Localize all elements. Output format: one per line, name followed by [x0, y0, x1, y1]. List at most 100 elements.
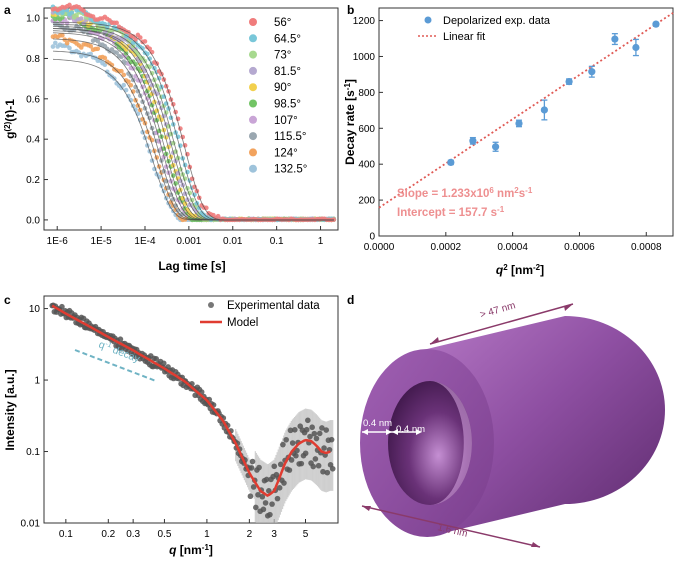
legend-label-data: Depolarized exp. data: [443, 15, 551, 27]
panel-c-data-point: [320, 468, 326, 475]
panel-a-data-point: [126, 79, 131, 84]
panel-b-legend: Depolarized exp. data Linear fit: [418, 15, 551, 43]
panel-b-data-point: [447, 158, 455, 166]
diameter-arrow: [361, 505, 541, 548]
panel-a-label: a: [4, 3, 11, 17]
panel-c-data-point: [283, 436, 289, 443]
panel-c-data-point: [311, 430, 318, 437]
panel-b-data-point: [469, 137, 477, 145]
panel-b-data-point: [540, 106, 548, 114]
panel-b: b 0.0000 0.0002 0.0004 0.0006 0.0008 0 200 400 6…: [343, 3, 674, 277]
panel-a-legend-marker: [249, 115, 257, 124]
panel-a-data-point: [53, 40, 58, 46]
panel-c-data-point: [286, 467, 293, 473]
panel-a-legend-marker: [249, 83, 257, 92]
panel-b-ytick-label: 400: [358, 160, 375, 171]
panel-c-data-point: [277, 461, 284, 468]
panel-a-data-point: [88, 43, 94, 49]
panel-c-xtick-label: 0.1: [59, 529, 73, 540]
panel-d: d > 47 nm: [347, 293, 665, 548]
panel-c-frame: [43, 295, 339, 524]
panel-a-ytick-label: 0.4: [26, 135, 40, 146]
length-arrow: [429, 303, 574, 345]
panel-c-data-point: [253, 504, 259, 511]
panel-a-xlabel: Lag time [s]: [158, 259, 225, 273]
panel-b-data-point: [565, 78, 573, 86]
panel-b-axes: 0.0000 0.0002 0.0004 0.0006 0.0008 0 200 400 600…: [353, 16, 662, 253]
panel-a-xtick-label: 1E-4: [134, 236, 156, 247]
panel-a-data-point: [182, 201, 188, 207]
panel-c-data-point: [269, 501, 275, 507]
panel-b-ytick-label: 1200: [353, 16, 376, 27]
panel-c-ytick-label: 0.01: [21, 519, 41, 530]
panel-a-legend-marker: [249, 34, 257, 43]
panel-a-ytick-label: 0.8: [26, 54, 40, 65]
panel-a-data-point: [119, 68, 124, 74]
panel-b-xtick-label: 0.0006: [564, 242, 595, 253]
panel-a-legend-marker: [249, 148, 257, 157]
panel-b-ytick-label: 200: [358, 196, 375, 207]
panel-c-data-point: [319, 425, 325, 431]
panel-b-data-point: [515, 119, 523, 128]
panel-a-fit-curve: [52, 58, 334, 221]
panel-a-data-point: [331, 217, 337, 222]
panel-c-data-point: [276, 485, 283, 491]
panel-c-xtick-label: 5: [303, 529, 309, 540]
panel-b-data-point: [491, 143, 500, 151]
panel-b-slope-annotation: Slope = 1.233x106 nm2s-1: [397, 186, 533, 200]
panel-a-legend-marker: [249, 66, 257, 75]
panel-c-data-point: [298, 460, 305, 467]
panel-a-data-point: [88, 51, 94, 57]
panel-b-ytick-label: 1000: [353, 52, 376, 63]
panel-c-data-point: [262, 500, 269, 506]
panel-a-data-point: [166, 144, 171, 150]
panel-a-legend-label: 107°: [274, 115, 298, 127]
panel-c-data-point: [302, 450, 309, 457]
panel-a: a 1E-6 1E-5 1E-4 0.001 0.01 0.1 1 0.0 0.2 0.4 0.6 0…: [3, 2, 339, 273]
cylinder-inner-cavity: [388, 381, 472, 505]
panel-c-xtick-label: 2: [247, 529, 253, 540]
panel-a-data-point: [123, 87, 129, 93]
panel-c-data-point: [313, 435, 320, 442]
panel-c-data-point: [316, 430, 323, 437]
panel-a-data-point: [64, 40, 70, 46]
panel-c-data-point: [305, 417, 311, 424]
panel-c-data-point: [160, 360, 167, 367]
panel-a-ytick-label: 0.0: [26, 215, 40, 226]
panel-a-legend-label: 124°: [274, 147, 298, 159]
panel-a-xtick-label: 1E-5: [91, 236, 113, 247]
panel-c-xtick-label: 0.3: [126, 529, 140, 540]
panel-c-data-point: [315, 462, 322, 469]
q-decay-guide-line: [74, 349, 157, 382]
panel-c-data-point: [59, 303, 65, 310]
panel-a-data-point: [142, 39, 148, 44]
wall-label-1: 0.4 nm: [363, 418, 392, 429]
panel-b-fit-line: [378, 12, 674, 209]
panel-a-data-point: [60, 10, 65, 16]
panel-a-data-point: [109, 62, 115, 68]
panel-a-data-point: [147, 78, 153, 84]
panel-b-label: b: [347, 3, 354, 17]
panel-a-legend-label: 90°: [274, 82, 291, 94]
panel-c-data: [49, 302, 336, 523]
panel-a-data-point: [78, 16, 84, 21]
panel-b-intercept-annotation: Intercept = 157.7 s-1: [397, 205, 505, 219]
panel-a-legend-marker: [249, 132, 257, 141]
panel-a-data-point: [128, 97, 134, 103]
panel-c-model-curve: [51, 304, 331, 498]
panel-a-ytick-label: 1.0: [26, 14, 40, 25]
panel-a-data-point: [95, 46, 101, 52]
panel-a-data-point: [102, 55, 108, 61]
panel-c-ylabel: Intensity [a.u.]: [3, 369, 17, 450]
panel-c-legend: Experimental data Model: [200, 300, 320, 329]
panel-c-data-point: [248, 465, 255, 471]
panel-a-data-point: [69, 10, 75, 15]
panel-a-data-point: [104, 69, 110, 75]
panel-c-data-point: [328, 436, 335, 443]
panel-a-legend-label: 81.5°: [274, 66, 301, 78]
panel-a-ytick-label: 0.2: [26, 175, 40, 186]
panel-a-legend-label: 73°: [274, 50, 291, 62]
panel-a-legend-marker: [249, 164, 257, 173]
panel-a-frame: [43, 7, 339, 231]
